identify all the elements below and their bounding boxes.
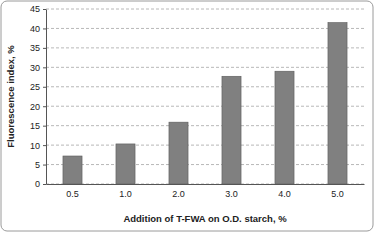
x-tick: 4.0 [278, 184, 291, 199]
bar [328, 23, 347, 184]
y-tick: 0 [35, 179, 46, 189]
x-tick: 2.0 [172, 184, 185, 199]
y-tick-mark [43, 145, 46, 146]
y-tick-mark [43, 67, 46, 68]
y-axis-title: Fluorescence index, % [5, 45, 16, 148]
y-tick-label: 20 [30, 102, 40, 112]
grid [46, 9, 364, 184]
x-tick-label: 4.0 [278, 189, 291, 199]
x-tick: 0.5 [66, 184, 79, 199]
y-tick: 15 [30, 121, 46, 131]
x-tick-label: 0.5 [66, 189, 79, 199]
chart: 0 5 10 15 20 25 30 35 40 45 0.5 1.0 2.0 3.0 4.0 5.0 Addi… [0, 0, 374, 232]
x-tick-label: 1.0 [119, 189, 132, 199]
y-tick-label: 5 [35, 160, 40, 170]
y-tick-mark [43, 28, 46, 29]
y-axis: 0 5 10 15 20 25 30 35 40 45 [30, 4, 47, 189]
y-tick-mark [43, 106, 46, 107]
y-tick: 10 [30, 140, 46, 150]
x-axis-title: Addition of T-FWA on O.D. starch, % [123, 213, 287, 224]
grid-line [46, 67, 364, 68]
y-axis-line [46, 10, 47, 185]
plot: 0 5 10 15 20 25 30 35 40 45 0.5 1.0 2.0 3.0 4.0 5.0 [30, 4, 365, 199]
x-tick-label: 3.0 [225, 189, 238, 199]
y-tick-label: 15 [30, 121, 40, 131]
y-tick-mark [43, 184, 46, 185]
y-tick: 40 [30, 24, 46, 34]
y-tick-mark [43, 9, 46, 10]
bar [222, 76, 241, 184]
y-tick-label: 40 [30, 24, 40, 34]
grid-line [46, 9, 364, 10]
x-tick-label: 2.0 [172, 189, 185, 199]
y-tick-mark [43, 87, 46, 88]
y-tick-label: 35 [30, 43, 40, 53]
grid-line [46, 164, 364, 165]
y-tick-label: 0 [35, 179, 40, 189]
y-tick: 30 [30, 63, 46, 73]
x-axis-line [47, 184, 365, 185]
bar [63, 156, 82, 184]
grid-line [46, 145, 364, 146]
y-tick-label: 10 [30, 140, 40, 150]
grid-line [46, 28, 364, 29]
bar [169, 122, 188, 184]
y-tick-label: 25 [30, 82, 40, 92]
y-tick-mark [43, 126, 46, 127]
y-tick: 5 [35, 160, 46, 170]
y-tick: 25 [30, 82, 46, 92]
y-tick: 35 [30, 43, 46, 53]
bars [63, 23, 347, 184]
grid-line [46, 184, 364, 185]
x-tick-label: 5.0 [331, 189, 344, 199]
grid-line [46, 86, 364, 87]
y-tick: 20 [30, 102, 46, 112]
x-tick: 5.0 [331, 184, 344, 199]
y-tick-mark [43, 165, 46, 166]
grid-line [46, 125, 364, 126]
grid-line [46, 47, 364, 48]
x-axis: 0.5 1.0 2.0 3.0 4.0 5.0 [47, 184, 365, 199]
y-tick-mark [43, 48, 46, 49]
bar [116, 144, 135, 184]
bar [275, 71, 294, 184]
y-tick-label: 45 [30, 4, 40, 14]
frame [1, 1, 373, 231]
grid-line [46, 106, 364, 107]
y-tick-label: 30 [30, 63, 40, 73]
y-tick: 45 [30, 4, 46, 14]
x-tick: 3.0 [225, 184, 238, 199]
x-tick: 1.0 [119, 184, 132, 199]
